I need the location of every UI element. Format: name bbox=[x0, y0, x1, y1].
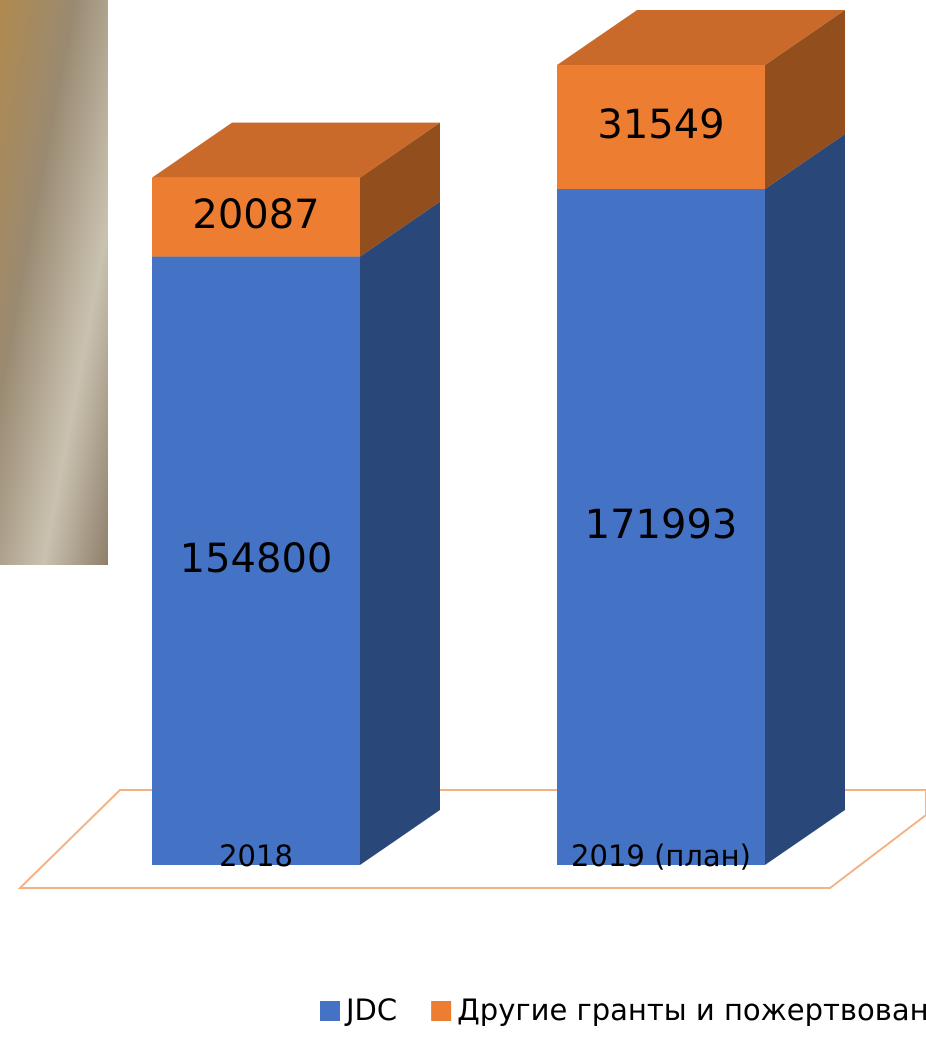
bar-side bbox=[360, 202, 440, 865]
legend-label: JDC bbox=[344, 993, 397, 1027]
value-label: 20087 bbox=[192, 192, 319, 238]
legend-swatch bbox=[320, 1001, 340, 1021]
legend-label: Другие гранты и пожертвования bbox=[457, 993, 926, 1027]
photo bbox=[0, 0, 108, 565]
value-label: 31549 bbox=[597, 102, 724, 148]
value-label: 171993 bbox=[585, 502, 738, 548]
x-tick-label: 2018 bbox=[219, 839, 293, 873]
legend-swatch bbox=[431, 1001, 451, 1021]
bar-side bbox=[765, 134, 845, 865]
x-tick-label: 2019 (план) bbox=[571, 839, 751, 873]
page: 154800 20087 2018 171993 31549 2019 (план) JDC… bbox=[0, 0, 926, 1039]
value-label: 154800 bbox=[180, 536, 333, 582]
chart: 154800 20087 2018 171993 31549 2019 (план) JDC… bbox=[0, 0, 926, 1039]
